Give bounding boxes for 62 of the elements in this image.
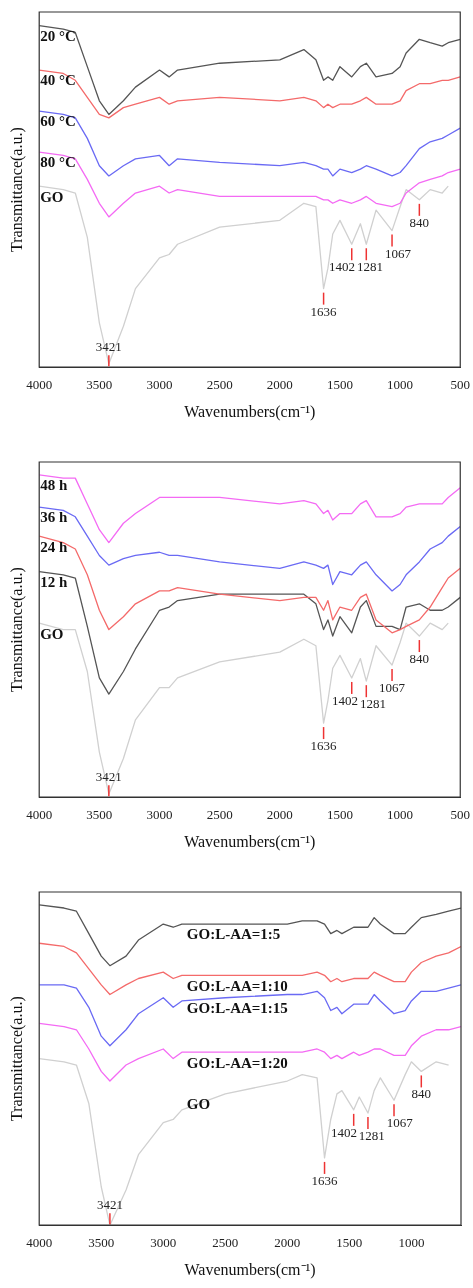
x-tick-label: 1500 [326, 377, 353, 393]
x-tick-label: 3000 [146, 377, 173, 393]
x-tick-label: 2000 [274, 1235, 301, 1251]
annotation: 840 [409, 214, 430, 230]
x-tick-label: 2500 [212, 1235, 239, 1251]
series-label: 60 °C [40, 113, 76, 130]
x-tick-label: 500 [450, 807, 470, 823]
x-axis-title: Wavenumbers(cm⁻¹) [184, 402, 316, 421]
annotation: 1067 [386, 1115, 414, 1131]
x-tick-label: 2500 [206, 807, 233, 823]
series-label: 12 h [40, 573, 68, 590]
x-tick-label: 4000 [26, 807, 53, 823]
x-tick-label: 1500 [336, 1235, 363, 1251]
series-label: 36 h [40, 509, 68, 526]
x-tick-label: 3500 [88, 1235, 115, 1251]
annotation: 1636 [310, 303, 338, 319]
series-label: 24 h [40, 538, 68, 555]
y-axis-title: Transmittance(a.u.) [7, 567, 26, 692]
x-tick-label: 500 [450, 377, 470, 393]
x-tick-label: 3000 [146, 807, 173, 823]
x-tick-label: 2500 [206, 377, 233, 393]
x-tick-label: 1000 [387, 807, 414, 823]
series-label: GO [40, 625, 64, 642]
series-label: GO:L-AA=1:5 [186, 926, 281, 943]
annotation: 3421 [95, 339, 122, 355]
x-tick-label: 1000 [398, 1235, 425, 1251]
series-label: 80 °C [40, 154, 76, 171]
x-tick-label: 2000 [266, 807, 293, 823]
annotation: 1281 [360, 696, 387, 712]
annotation: 1067 [385, 245, 412, 261]
x-tick-label: 4000 [26, 377, 53, 393]
series-label: GO:L-AA=1:15 [186, 1000, 288, 1017]
annotation: 1402 [330, 1124, 357, 1140]
x-axis-title: Wavenumbers(cm⁻¹) [184, 1260, 316, 1279]
y-axis-title: Transmittance(a.u.) [7, 127, 26, 252]
annotation: 1402 [332, 692, 359, 708]
annotation: 1281 [358, 1127, 385, 1143]
series-label: 20 °C [40, 28, 76, 45]
x-axis-title: Wavenumbers(cm⁻¹) [184, 832, 316, 851]
y-axis-title: Transmittance(a.u.) [7, 996, 26, 1121]
series-label: GO [186, 1096, 211, 1113]
series-label: GO [40, 188, 64, 205]
annotation: 840 [411, 1086, 432, 1102]
series-label: GO:L-AA=1:10 [186, 977, 288, 994]
x-tick-label: 3500 [86, 377, 113, 393]
x-tick-label: 2000 [266, 377, 293, 393]
x-tick-label: 1000 [387, 377, 414, 393]
annotation: 840 [409, 650, 430, 666]
series-label: GO:L-AA=1:20 [186, 1054, 288, 1071]
series-label: 48 h [40, 477, 68, 494]
annotation: 1636 [311, 1172, 339, 1188]
x-tick-label: 1500 [326, 807, 353, 823]
x-tick-label: 4000 [26, 1235, 53, 1251]
series-label: 40 °C [40, 72, 76, 89]
annotation: 3421 [96, 1197, 123, 1213]
annotation: 1281 [357, 259, 383, 275]
x-tick-label: 3500 [86, 807, 113, 823]
x-tick-label: 3000 [150, 1235, 177, 1251]
annotation: 1067 [379, 679, 406, 695]
annotation: 3421 [95, 769, 122, 785]
annotation: 1402 [329, 259, 356, 275]
annotation: 1636 [310, 737, 338, 753]
